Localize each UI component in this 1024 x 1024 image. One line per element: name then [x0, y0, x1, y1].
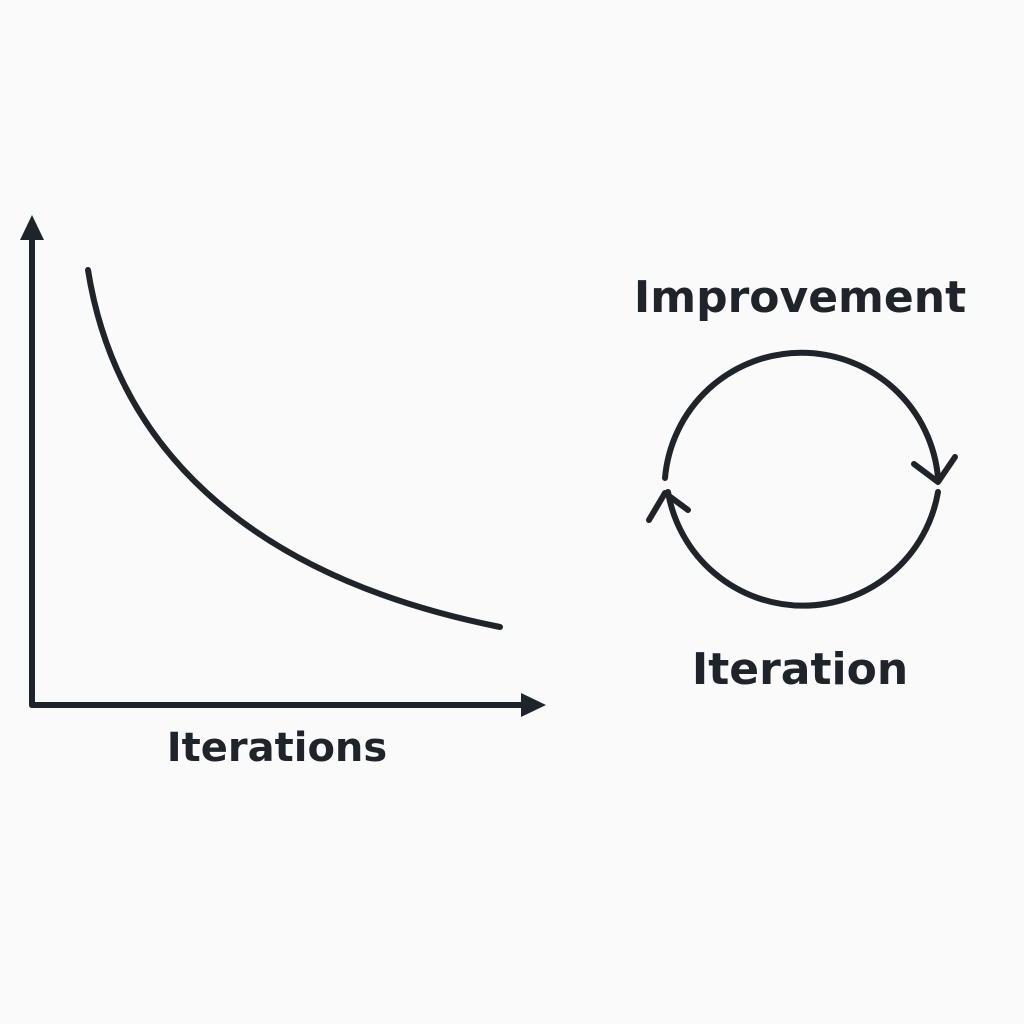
x-axis-label: Iterations [167, 725, 387, 771]
cycle-arc-bottom [665, 489, 941, 609]
cycle-arc-top [662, 349, 941, 481]
cycle-top-label: Improvement [634, 272, 966, 323]
curve-diagram: Iterations [20, 215, 546, 771]
y-axis-arrow [20, 215, 44, 240]
cycle-arrowhead-right [911, 454, 958, 485]
cycle-arrowhead-left [646, 490, 691, 523]
cycle-diagram: Improvement Iteration [634, 272, 966, 695]
x-axis-arrow [521, 693, 546, 717]
cycle-bottom-label: Iteration [692, 644, 908, 695]
decay-curve [85, 267, 503, 630]
